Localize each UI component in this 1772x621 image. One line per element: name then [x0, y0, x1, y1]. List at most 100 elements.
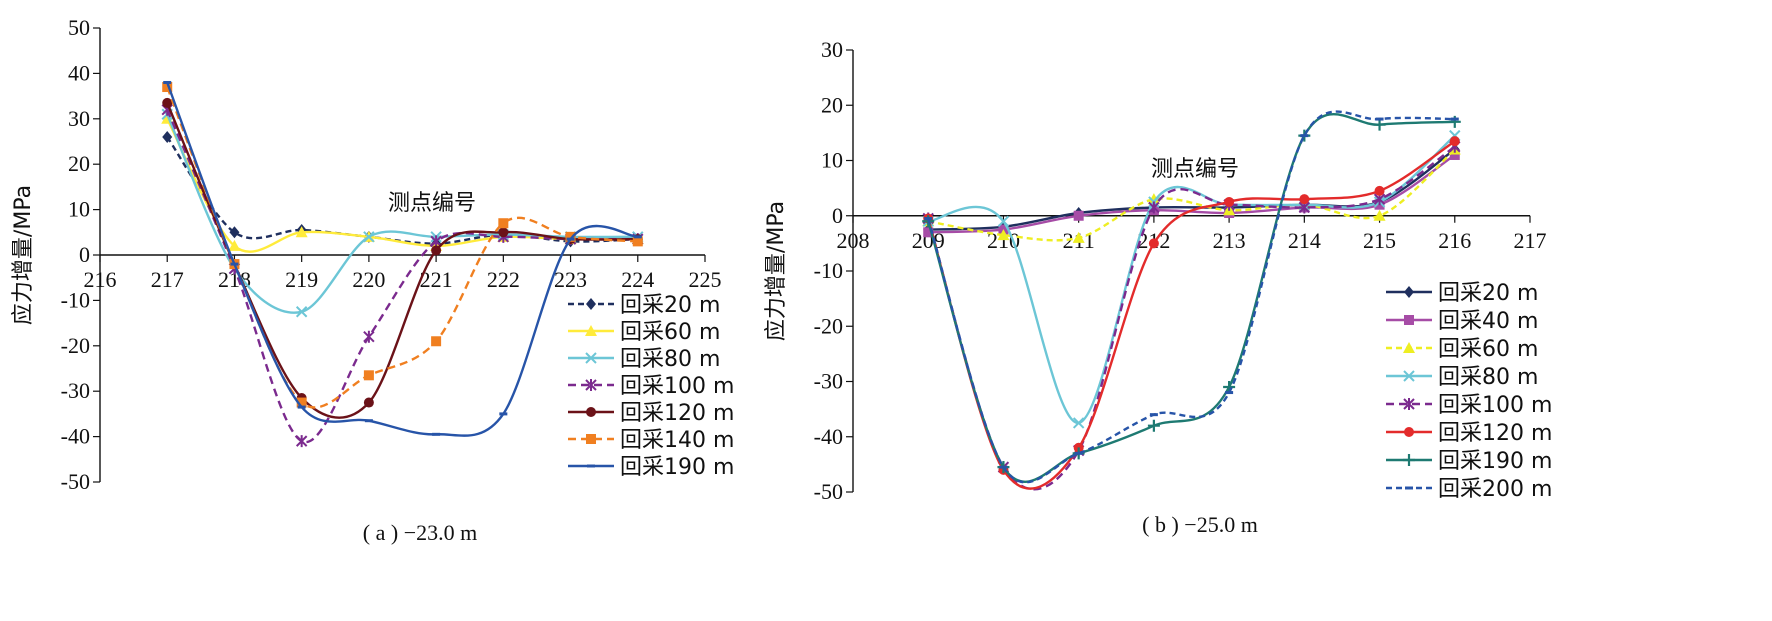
legend-item: 回采20 m: [1386, 281, 1538, 306]
legend-label: 回采200 m: [1438, 477, 1552, 502]
x-tick-label: 217: [1514, 228, 1547, 253]
legend-label: 回采80 m: [620, 347, 720, 372]
y-tick-label: -50: [814, 479, 843, 504]
legend-swatch-marker: [585, 379, 597, 391]
data-point: [924, 217, 933, 221]
legend-item: 回采20 m: [568, 293, 720, 318]
x-tick-label: 216: [84, 267, 117, 292]
data-point: [1300, 134, 1309, 138]
series-line: [927, 110, 1455, 484]
data-point: [363, 330, 375, 343]
legend-label: 回采120 m: [620, 401, 734, 426]
y-tick-label: 20: [68, 151, 90, 176]
y-tick-label: 10: [821, 148, 843, 173]
data-point: [1072, 231, 1085, 243]
legend-label: 回采40 m: [1438, 309, 1538, 334]
data-point: [228, 239, 241, 251]
legend-item: 回采80 m: [568, 347, 720, 372]
data-point: [162, 82, 173, 93]
panel-caption: ( b ) −25.0 m: [1142, 512, 1258, 537]
x-tick-label: 215: [1363, 228, 1396, 253]
y-tick-label: -50: [61, 469, 90, 494]
y-tick-label: 40: [68, 60, 90, 85]
y-tick-label: 10: [68, 197, 90, 222]
x-tick-label: 208: [837, 228, 870, 253]
data-point: [296, 397, 307, 408]
data-point: [363, 370, 374, 381]
data-point: [432, 432, 441, 436]
y-tick-label: -30: [814, 369, 843, 394]
data-point: [364, 419, 373, 423]
series-回采200m: [924, 110, 1459, 484]
x-tick-label: 224: [621, 267, 654, 292]
x-tick-label: 222: [487, 267, 520, 292]
x-tick-label: 223: [554, 267, 587, 292]
series-line: [927, 148, 1456, 242]
legend-item: 回采40 m: [1386, 309, 1538, 334]
data-point: [1449, 149, 1460, 160]
data-point: [295, 435, 308, 448]
data-point: [229, 226, 240, 239]
data-point: [363, 397, 374, 408]
legend-label: 回采100 m: [1438, 393, 1552, 418]
y-tick-label: 30: [821, 37, 843, 62]
y-tick-label: 0: [832, 203, 843, 228]
legend-item: 回采140 m: [568, 428, 734, 453]
legend-label: 回采20 m: [1438, 281, 1538, 306]
legend-swatch-marker: [1403, 454, 1415, 466]
data-point: [566, 237, 575, 241]
legend-swatch-marker: [1404, 286, 1414, 298]
series-line: [166, 82, 638, 437]
legend-label: 回采120 m: [1438, 421, 1552, 446]
legend-swatch-marker: [1403, 398, 1415, 410]
x-tick-label: 216: [1438, 228, 1471, 253]
y-tick-label: -40: [61, 424, 90, 449]
legend-swatch-marker: [1404, 427, 1414, 437]
legend-swatch-marker: [1403, 370, 1415, 382]
data-point: [1450, 117, 1459, 121]
data-point: [1224, 196, 1235, 207]
legend: 回采20 m 回采40 m 回采60 m 回采80 m 回采100 m 回采120 m 回采…: [1386, 281, 1552, 502]
data-point: [1225, 391, 1234, 395]
legend-label: 回采140 m: [620, 428, 734, 453]
legend-swatch-marker: [1405, 486, 1413, 490]
data-point: [431, 336, 442, 347]
data-point: [997, 229, 1010, 241]
legend-item: 回采100 m: [568, 374, 734, 399]
data-point: [163, 80, 172, 84]
data-point: [498, 227, 509, 238]
legend-item: 回采120 m: [1386, 421, 1552, 446]
x-tick-label: 213: [1213, 228, 1246, 253]
legend-swatch-marker: [1403, 342, 1415, 353]
legend-swatch-marker: [1404, 315, 1414, 325]
x-axis-title: 测点编号: [1151, 157, 1239, 182]
data-point: [1148, 238, 1159, 249]
x-tick-label: 219: [285, 267, 318, 292]
panel-caption: ( a ) −23.0 m: [363, 520, 477, 545]
data-point: [997, 215, 1010, 227]
legend-swatch-marker: [586, 407, 596, 417]
legend-item: 回采200 m: [1386, 477, 1552, 502]
legend-item: 回采190 m: [568, 455, 734, 480]
y-tick-label: -20: [61, 333, 90, 358]
data-point: [565, 231, 576, 242]
series-line: [927, 145, 1456, 491]
legend-item: 回采120 m: [568, 401, 734, 426]
y-axis-title: 应力增量/MPa: [11, 185, 36, 325]
data-point: [162, 97, 173, 108]
y-tick-label: -10: [61, 287, 90, 312]
data-point: [1449, 136, 1460, 147]
data-point: [999, 465, 1008, 469]
data-point: [1148, 201, 1160, 214]
data-point: [1375, 117, 1384, 121]
data-point: [297, 405, 306, 409]
series-回采190m: [163, 80, 642, 437]
legend-swatch-marker: [586, 298, 596, 310]
x-axis-title: 测点编号: [388, 191, 476, 216]
data-point: [1373, 209, 1386, 221]
data-point: [295, 306, 308, 318]
chart-panel-b: 3020100-10-20-30-40-50208209210211212213…: [764, 37, 1552, 537]
x-tick-label: 217: [151, 267, 184, 292]
x-tick-label: 214: [1288, 228, 1321, 253]
